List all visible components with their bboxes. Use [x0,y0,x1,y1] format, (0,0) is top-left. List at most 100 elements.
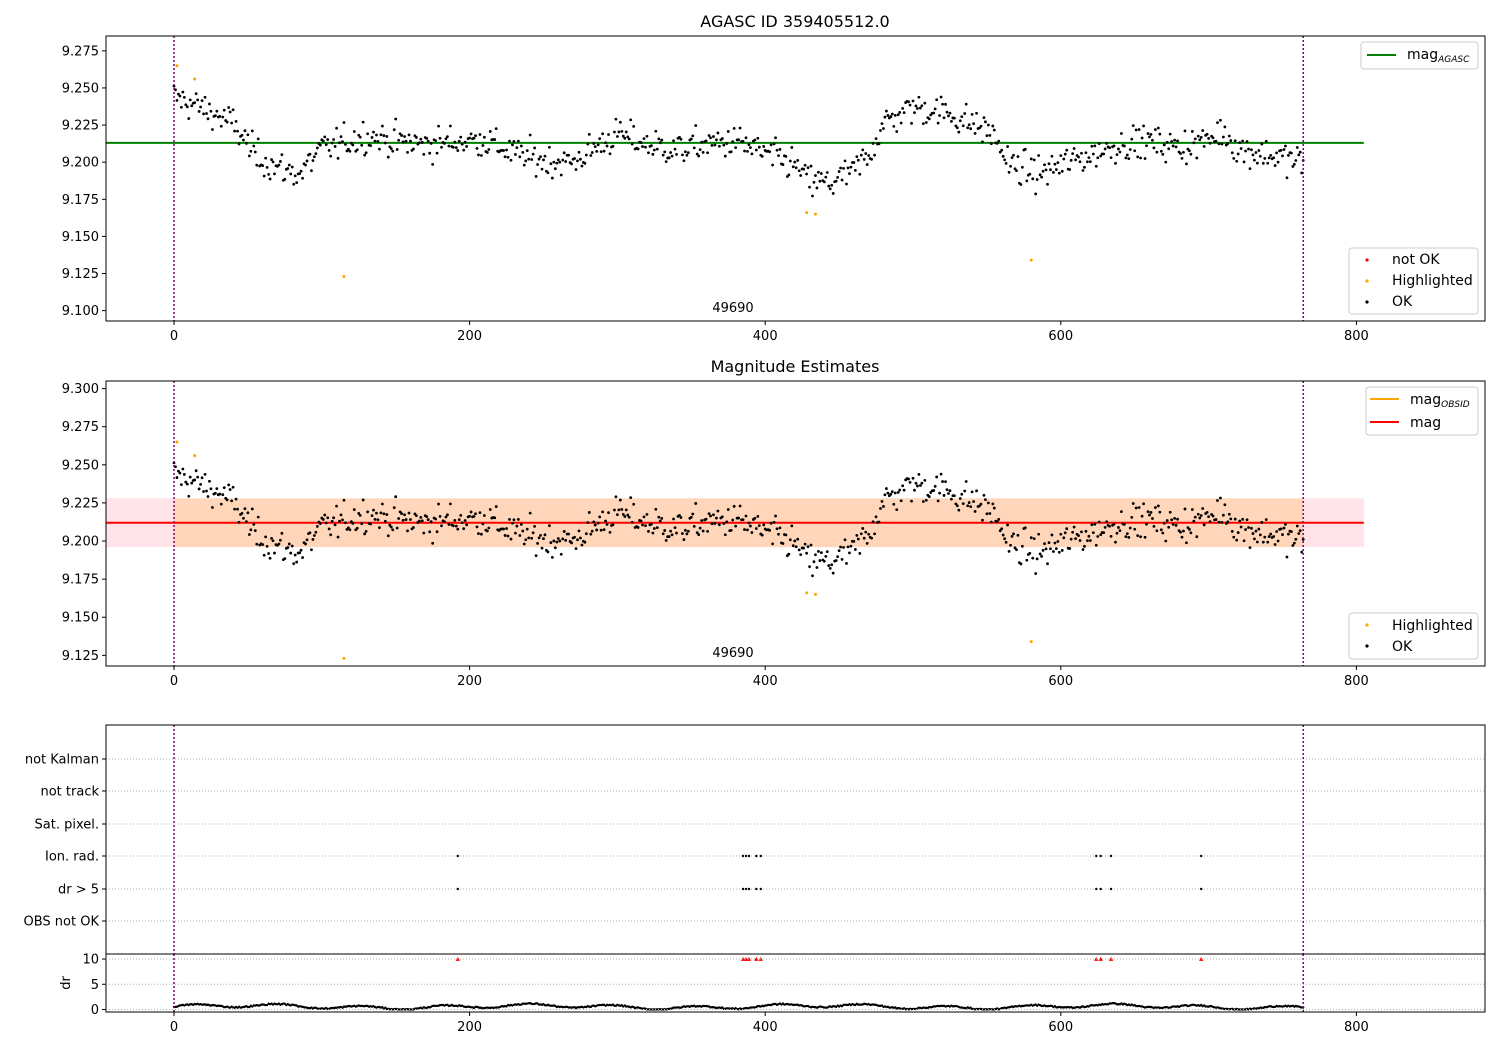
p2-ok-point-93 [310,548,313,552]
p1-ok-point-720 [1236,152,1240,156]
p2-ok-point-466 [861,527,865,530]
p2-ok-point-329 [658,519,662,523]
p1-ok-point-272 [574,168,578,171]
p1-ok-point-418 [790,146,794,149]
p1-ok-point-738 [1263,157,1267,160]
p1-ok-point-17 [197,110,201,113]
p2-ok-point-470 [867,532,871,536]
p1-ok-point-379 [732,126,736,130]
p2-ok-point-614 [1080,530,1083,534]
p1-ok-point-87 [301,176,304,180]
p1-ok-point-761 [1297,153,1301,157]
p2-ok-point-250 [542,537,545,541]
p2-ok-point-328 [657,515,661,519]
p1-ok-point-377 [729,150,733,154]
p1-ok-point-305 [623,136,627,140]
dr-ytick-label-1: 5 [91,978,99,993]
p1-ok-point-394 [754,148,758,152]
p2-ok-point-295 [608,530,612,534]
p1-ok-point-254 [548,145,551,149]
p4-xtick-label-2: 400 [753,1020,778,1035]
p2-ok-point-631 [1105,520,1109,524]
p2-ok-point-333 [664,539,668,542]
p2-ok-point-627 [1099,533,1103,537]
p1-ok-point-757 [1291,165,1295,168]
p1-ok-point-405 [771,163,774,167]
p2-ok-point-480 [882,505,885,508]
p1-ok-point-522 [944,102,947,106]
p2-ok-point-760 [1295,524,1299,528]
p1-ok-point-697 [1202,144,1206,148]
p2-ok-point-733 [1255,540,1259,544]
p1-ok-point-706 [1216,121,1219,125]
p2-ok-point-684 [1183,507,1187,511]
p1-ok-point-133 [369,144,372,148]
p2-ok-point-456 [846,545,850,549]
p2-ok-point-205 [475,525,479,529]
p2-ok-point-60 [261,543,265,547]
p2-ok-point-464 [858,552,862,555]
p2-ytick-label-5: 9.250 [62,458,99,473]
p2-ok-point-675 [1170,518,1174,522]
p1-ok-point-111 [336,156,340,160]
p1-ok-point-264 [562,151,566,155]
p2-ok-point-31 [218,492,222,496]
p1-ok-point-716 [1230,151,1234,155]
p2-ok-point-757 [1291,544,1295,547]
p2-ok-point-657 [1143,535,1147,539]
p1-ok-point-524 [947,114,950,118]
p1-ok-point-537 [966,126,970,130]
p2-ok-point-22 [205,489,208,493]
p2-ok-point-552 [988,512,992,515]
p1-ok-point-145 [386,155,390,159]
p2-ok-point-283 [590,529,594,533]
p2-ok-point-617 [1084,529,1088,533]
p1-ok-point-486 [890,112,894,116]
p2-ok-point-647 [1128,526,1132,530]
panel1-title: AGASC ID 359405512.0 [700,12,889,31]
p2-ok-point-104 [326,516,330,520]
p1-ok-point-694 [1198,138,1202,142]
p1-ok-point-275 [579,157,582,161]
p2-ok-point-460 [852,539,856,543]
p1-ok-point-108 [332,138,336,141]
p2-ok-point-610 [1074,537,1077,541]
p2-ok-point-310 [630,520,634,524]
p2-ok-point-307 [626,513,630,517]
p2-ok-point-245 [534,554,538,558]
p1-ok-point-310 [630,142,634,146]
p2-ok-point-1 [174,465,177,469]
p2-ok-point-593 [1049,547,1052,551]
p2-ok-point-630 [1103,526,1107,529]
p1-ok-point-574 [1020,165,1024,169]
p2-ok-point-522 [944,480,947,484]
p2-ok-point-623 [1093,522,1097,526]
p1-ok-point-82 [293,174,297,178]
p1-ok-point-409 [777,154,780,158]
p1-ok-point-723 [1241,139,1245,143]
p2-ok-point-418 [790,524,794,528]
p2-highlight-point-1 [193,454,197,458]
p1-ok-point-640 [1118,150,1122,154]
p2-ok-point-144 [385,513,389,516]
p2-ok-point-489 [895,508,899,511]
p1-ok-point-140 [379,133,383,137]
p1-ok-point-229 [511,143,514,147]
p1-ok-point-249 [540,167,544,171]
p2-ok-point-15 [194,469,198,473]
p2-ok-point-547 [981,518,984,522]
p1-ok-point-20 [202,112,205,116]
p2-ok-point-553 [989,520,993,524]
p2-ok-point-99 [318,522,322,525]
p1-ok-point-40 [231,108,235,112]
p2-ok-point-655 [1140,514,1144,518]
p1-ok-point-383 [738,126,742,130]
p2-ok-point-259 [555,540,559,544]
p2-ok-point-724 [1242,539,1246,543]
p1-xtick-label-0: 0 [170,329,178,344]
p1-ok-point-206 [477,153,480,157]
p2-ok-point-615 [1081,548,1085,551]
p1-ok-point-41 [233,129,236,133]
p2-ok-point-497 [907,477,910,481]
p1-ok-point-101 [321,139,325,143]
